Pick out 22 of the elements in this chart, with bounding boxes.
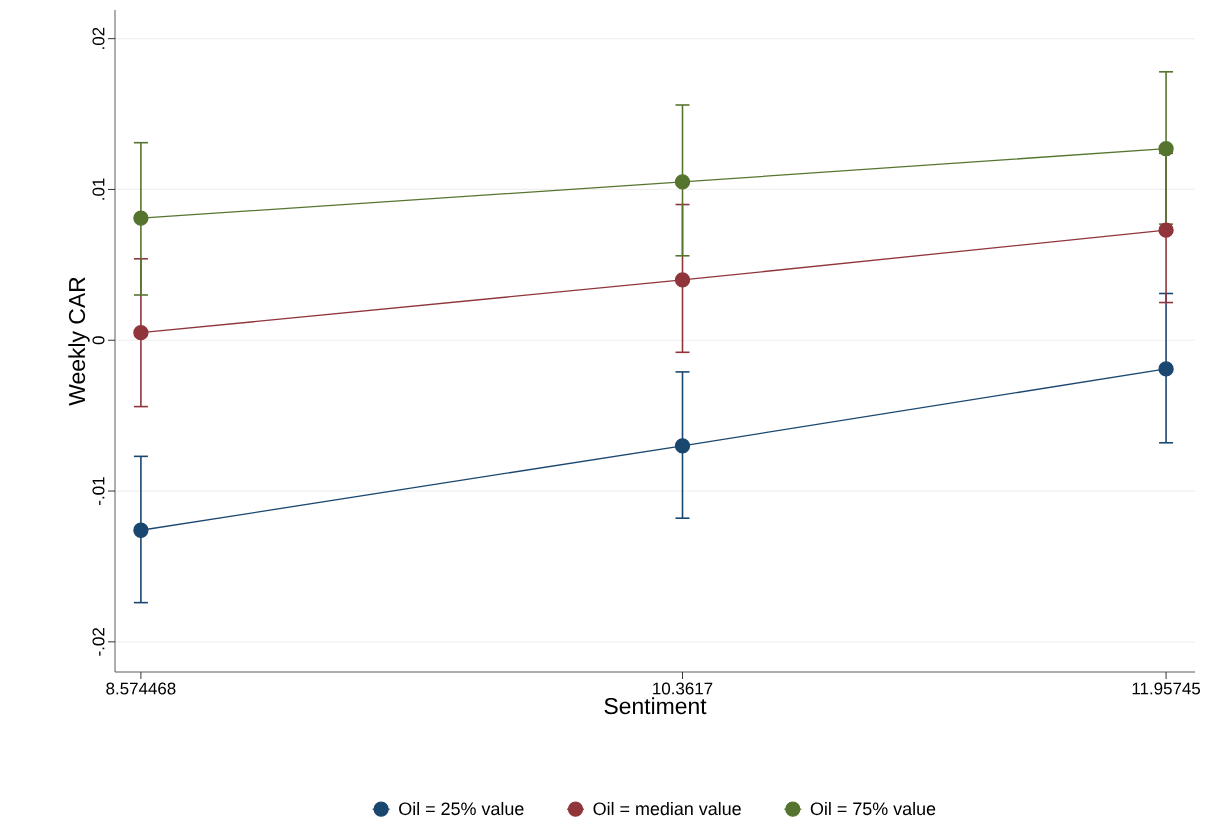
legend-label: Oil = 75% value — [810, 801, 936, 816]
x-tick-label: 11.95745 — [1132, 682, 1201, 695]
point — [1158, 361, 1174, 377]
y-axis-title: Weekly CAR — [68, 277, 90, 406]
y-tick-label: .02 — [92, 27, 105, 49]
point — [1158, 141, 1174, 157]
y-tick-label: .01 — [92, 178, 105, 200]
x-tick-label: 10.3617 — [653, 682, 713, 695]
y-tick-label: -.02 — [92, 628, 105, 656]
x-axis-title: Sentiment — [604, 697, 707, 715]
point — [674, 272, 691, 288]
point — [133, 325, 149, 341]
y-tick-label: -.01 — [92, 477, 105, 505]
legend-label: Oil = 25% value — [399, 801, 524, 816]
point — [674, 438, 691, 454]
point — [133, 522, 149, 538]
y-tick-label: 0 — [92, 336, 105, 345]
point — [133, 210, 149, 226]
legend-label: Oil = median value — [593, 801, 741, 816]
point — [674, 174, 691, 190]
x-tick-label: 8.574468 — [106, 682, 176, 695]
point — [1158, 222, 1174, 238]
